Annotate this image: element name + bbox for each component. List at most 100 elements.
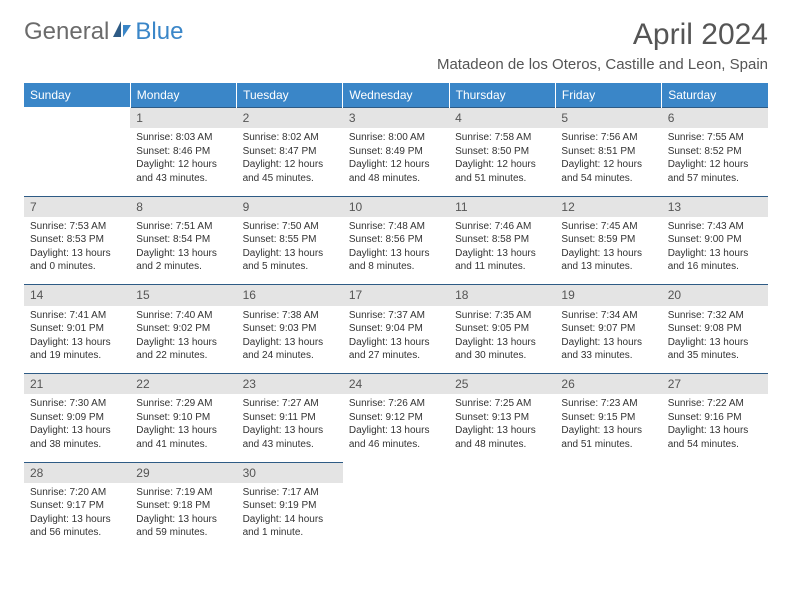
sunset-text: Sunset: 8:59 PM <box>561 233 655 247</box>
day-number-cell: 6 <box>662 108 768 129</box>
day1-text: Daylight: 13 hours <box>136 513 230 527</box>
sunset-text: Sunset: 8:46 PM <box>136 145 230 159</box>
title-block: April 2024 Matadeon de los Oteros, Casti… <box>437 18 768 73</box>
day-number-cell: 12 <box>555 196 661 217</box>
day-content-cell: Sunrise: 7:35 AMSunset: 9:05 PMDaylight:… <box>449 306 555 374</box>
sunrise-text: Sunrise: 7:23 AM <box>561 397 655 411</box>
sunset-text: Sunset: 9:16 PM <box>668 411 762 425</box>
day-number-cell: 19 <box>555 285 661 306</box>
sunrise-text: Sunrise: 7:37 AM <box>349 309 443 323</box>
day2-text: and 54 minutes. <box>668 438 762 452</box>
day-number: 11 <box>455 200 467 214</box>
day-number-cell <box>555 462 661 483</box>
day-content-cell: Sunrise: 7:37 AMSunset: 9:04 PMDaylight:… <box>343 306 449 374</box>
sunrise-text: Sunrise: 7:35 AM <box>455 309 549 323</box>
day-header: Monday <box>130 83 236 108</box>
sunrise-text: Sunrise: 7:32 AM <box>668 309 762 323</box>
logo-text-a: General <box>24 18 109 46</box>
sunset-text: Sunset: 9:08 PM <box>668 322 762 336</box>
day-number-cell: 18 <box>449 285 555 306</box>
day-content-cell: Sunrise: 7:38 AMSunset: 9:03 PMDaylight:… <box>237 306 343 374</box>
day-header: Friday <box>555 83 661 108</box>
sunset-text: Sunset: 9:13 PM <box>455 411 549 425</box>
day-number-cell: 22 <box>130 374 236 395</box>
day1-text: Daylight: 13 hours <box>349 247 443 261</box>
content-row: Sunrise: 7:41 AMSunset: 9:01 PMDaylight:… <box>24 306 768 374</box>
day1-text: Daylight: 12 hours <box>243 158 337 172</box>
day-number-cell <box>343 462 449 483</box>
day1-text: Daylight: 13 hours <box>136 336 230 350</box>
sunset-text: Sunset: 9:10 PM <box>136 411 230 425</box>
day-content-cell: Sunrise: 7:32 AMSunset: 9:08 PMDaylight:… <box>662 306 768 374</box>
sunrise-text: Sunrise: 7:20 AM <box>30 486 124 500</box>
day1-text: Daylight: 13 hours <box>668 424 762 438</box>
day-number-cell: 3 <box>343 108 449 129</box>
daynum-row: 123456 <box>24 108 768 129</box>
sunrise-text: Sunrise: 7:41 AM <box>30 309 124 323</box>
page-header: General Blue April 2024 Matadeon de los … <box>24 18 768 73</box>
day1-text: Daylight: 12 hours <box>561 158 655 172</box>
day1-text: Daylight: 14 hours <box>243 513 337 527</box>
day-number-cell: 20 <box>662 285 768 306</box>
day1-text: Daylight: 13 hours <box>30 336 124 350</box>
day1-text: Daylight: 13 hours <box>455 336 549 350</box>
sunrise-text: Sunrise: 7:26 AM <box>349 397 443 411</box>
day2-text: and 45 minutes. <box>243 172 337 186</box>
day-number-cell: 15 <box>130 285 236 306</box>
sunset-text: Sunset: 9:02 PM <box>136 322 230 336</box>
sunset-text: Sunset: 8:52 PM <box>668 145 762 159</box>
day-content-cell: Sunrise: 7:46 AMSunset: 8:58 PMDaylight:… <box>449 217 555 285</box>
sunrise-text: Sunrise: 8:00 AM <box>349 131 443 145</box>
day-number-cell: 1 <box>130 108 236 129</box>
day-number: 25 <box>455 377 468 391</box>
content-row: Sunrise: 7:53 AMSunset: 8:53 PMDaylight:… <box>24 217 768 285</box>
day2-text: and 43 minutes. <box>136 172 230 186</box>
day-number-cell: 9 <box>237 196 343 217</box>
sunrise-text: Sunrise: 8:03 AM <box>136 131 230 145</box>
day-content-cell: Sunrise: 7:50 AMSunset: 8:55 PMDaylight:… <box>237 217 343 285</box>
sunrise-text: Sunrise: 7:30 AM <box>30 397 124 411</box>
day-content-cell: Sunrise: 7:34 AMSunset: 9:07 PMDaylight:… <box>555 306 661 374</box>
daynum-row: 14151617181920 <box>24 285 768 306</box>
day-number-cell: 10 <box>343 196 449 217</box>
day-number: 19 <box>561 288 574 302</box>
day-content-cell <box>24 128 130 196</box>
day-number-cell: 7 <box>24 196 130 217</box>
sunset-text: Sunset: 8:55 PM <box>243 233 337 247</box>
day-number-cell: 26 <box>555 374 661 395</box>
day1-text: Daylight: 13 hours <box>30 247 124 261</box>
day2-text: and 54 minutes. <box>561 172 655 186</box>
day-number-cell: 5 <box>555 108 661 129</box>
day2-text: and 38 minutes. <box>30 438 124 452</box>
day2-text: and 27 minutes. <box>349 349 443 363</box>
day-content-cell <box>555 483 661 551</box>
sunrise-text: Sunrise: 7:46 AM <box>455 220 549 234</box>
day-number: 7 <box>30 200 37 214</box>
sunset-text: Sunset: 9:15 PM <box>561 411 655 425</box>
day-content-cell: Sunrise: 7:45 AMSunset: 8:59 PMDaylight:… <box>555 217 661 285</box>
day-number: 28 <box>30 466 43 480</box>
day1-text: Daylight: 12 hours <box>136 158 230 172</box>
day1-text: Daylight: 12 hours <box>455 158 549 172</box>
day-number: 10 <box>349 200 362 214</box>
day-content-cell: Sunrise: 7:58 AMSunset: 8:50 PMDaylight:… <box>449 128 555 196</box>
day2-text: and 30 minutes. <box>455 349 549 363</box>
logo: General Blue <box>24 18 183 46</box>
day-content-cell: Sunrise: 8:02 AMSunset: 8:47 PMDaylight:… <box>237 128 343 196</box>
day-content-cell: Sunrise: 7:30 AMSunset: 9:09 PMDaylight:… <box>24 394 130 462</box>
day-number-cell <box>662 462 768 483</box>
content-row: Sunrise: 7:30 AMSunset: 9:09 PMDaylight:… <box>24 394 768 462</box>
day1-text: Daylight: 13 hours <box>349 424 443 438</box>
day-content-cell: Sunrise: 7:55 AMSunset: 8:52 PMDaylight:… <box>662 128 768 196</box>
sunset-text: Sunset: 8:56 PM <box>349 233 443 247</box>
day2-text: and 51 minutes. <box>455 172 549 186</box>
sunset-text: Sunset: 9:04 PM <box>349 322 443 336</box>
sunrise-text: Sunrise: 7:19 AM <box>136 486 230 500</box>
day-header: Thursday <box>449 83 555 108</box>
day-content-cell: Sunrise: 8:00 AMSunset: 8:49 PMDaylight:… <box>343 128 449 196</box>
day-number: 12 <box>561 200 574 214</box>
day2-text: and 57 minutes. <box>668 172 762 186</box>
day2-text: and 43 minutes. <box>243 438 337 452</box>
sunrise-text: Sunrise: 7:53 AM <box>30 220 124 234</box>
day-number-cell: 28 <box>24 462 130 483</box>
